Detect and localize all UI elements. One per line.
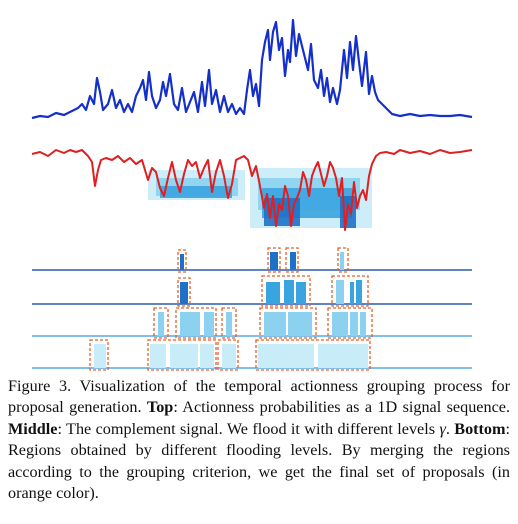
proposal-box-5 <box>261 275 311 307</box>
region-block-18 <box>350 312 358 336</box>
proposal-box-3 <box>337 247 349 273</box>
region-block-22 <box>170 344 198 368</box>
flood-layer-4 <box>160 186 232 198</box>
region-block-21 <box>150 344 166 368</box>
caption-prefix: Figure 3. Visualization of the temporal … <box>8 377 510 417</box>
region-block-4 <box>180 282 188 304</box>
region-block-26 <box>318 344 368 368</box>
caption-top-label: Top <box>146 398 174 417</box>
region-block-13 <box>204 312 214 336</box>
region-block-14 <box>226 312 232 336</box>
proposal-box-7 <box>153 307 169 339</box>
proposal-box-2 <box>285 247 299 273</box>
region-block-0 <box>180 254 184 270</box>
proposal-box-15 <box>255 339 371 371</box>
complement-signal <box>31 149 473 231</box>
proposal-box-13 <box>147 339 217 371</box>
region-block-10 <box>356 280 362 304</box>
region-block-19 <box>360 312 366 336</box>
figure-plot <box>31 18 473 371</box>
proposal-box-6 <box>331 275 369 307</box>
caption-middle-text: : The complement signal. We flood it wit… <box>57 419 436 438</box>
flood-regions <box>148 168 372 228</box>
proposal-boxes <box>89 247 373 371</box>
proposal-box-1 <box>267 247 281 273</box>
region-blocks <box>94 252 368 368</box>
proposal-box-4 <box>177 277 191 307</box>
caption-top-text: : Actionness probabilities as a 1D signa… <box>173 398 510 417</box>
proposal-box-14 <box>217 339 239 371</box>
region-block-2 <box>290 252 296 270</box>
region-block-3 <box>340 252 344 270</box>
region-block-23 <box>200 344 214 368</box>
proposal-box-11 <box>327 307 373 339</box>
proposal-box-12 <box>89 339 109 371</box>
caption-bottom-label: Bottom <box>454 419 506 438</box>
region-block-11 <box>158 312 164 336</box>
region-block-8 <box>336 280 344 304</box>
caption-bottom-text: : Regions obtained by different flooding… <box>8 419 511 503</box>
caption-gamma: γ <box>439 419 446 438</box>
region-block-1 <box>270 252 278 270</box>
region-block-6 <box>284 280 294 304</box>
region-block-17 <box>332 312 348 336</box>
figure-caption: Figure 3. Visualization of the temporal … <box>8 377 511 503</box>
caption-middle-label: Middle <box>8 419 58 438</box>
region-block-20 <box>94 344 106 368</box>
region-block-5 <box>266 282 280 304</box>
region-block-16 <box>288 312 312 336</box>
region-block-9 <box>350 282 354 304</box>
region-block-15 <box>264 312 286 336</box>
region-block-7 <box>296 282 306 304</box>
region-block-24 <box>222 344 236 368</box>
proposal-box-10 <box>259 307 317 339</box>
flood-level-lines <box>32 269 472 369</box>
actionness-signal <box>31 18 473 120</box>
proposal-box-8 <box>175 307 217 339</box>
proposal-box-9 <box>221 307 237 339</box>
region-block-25 <box>258 344 314 368</box>
region-block-12 <box>180 312 200 336</box>
